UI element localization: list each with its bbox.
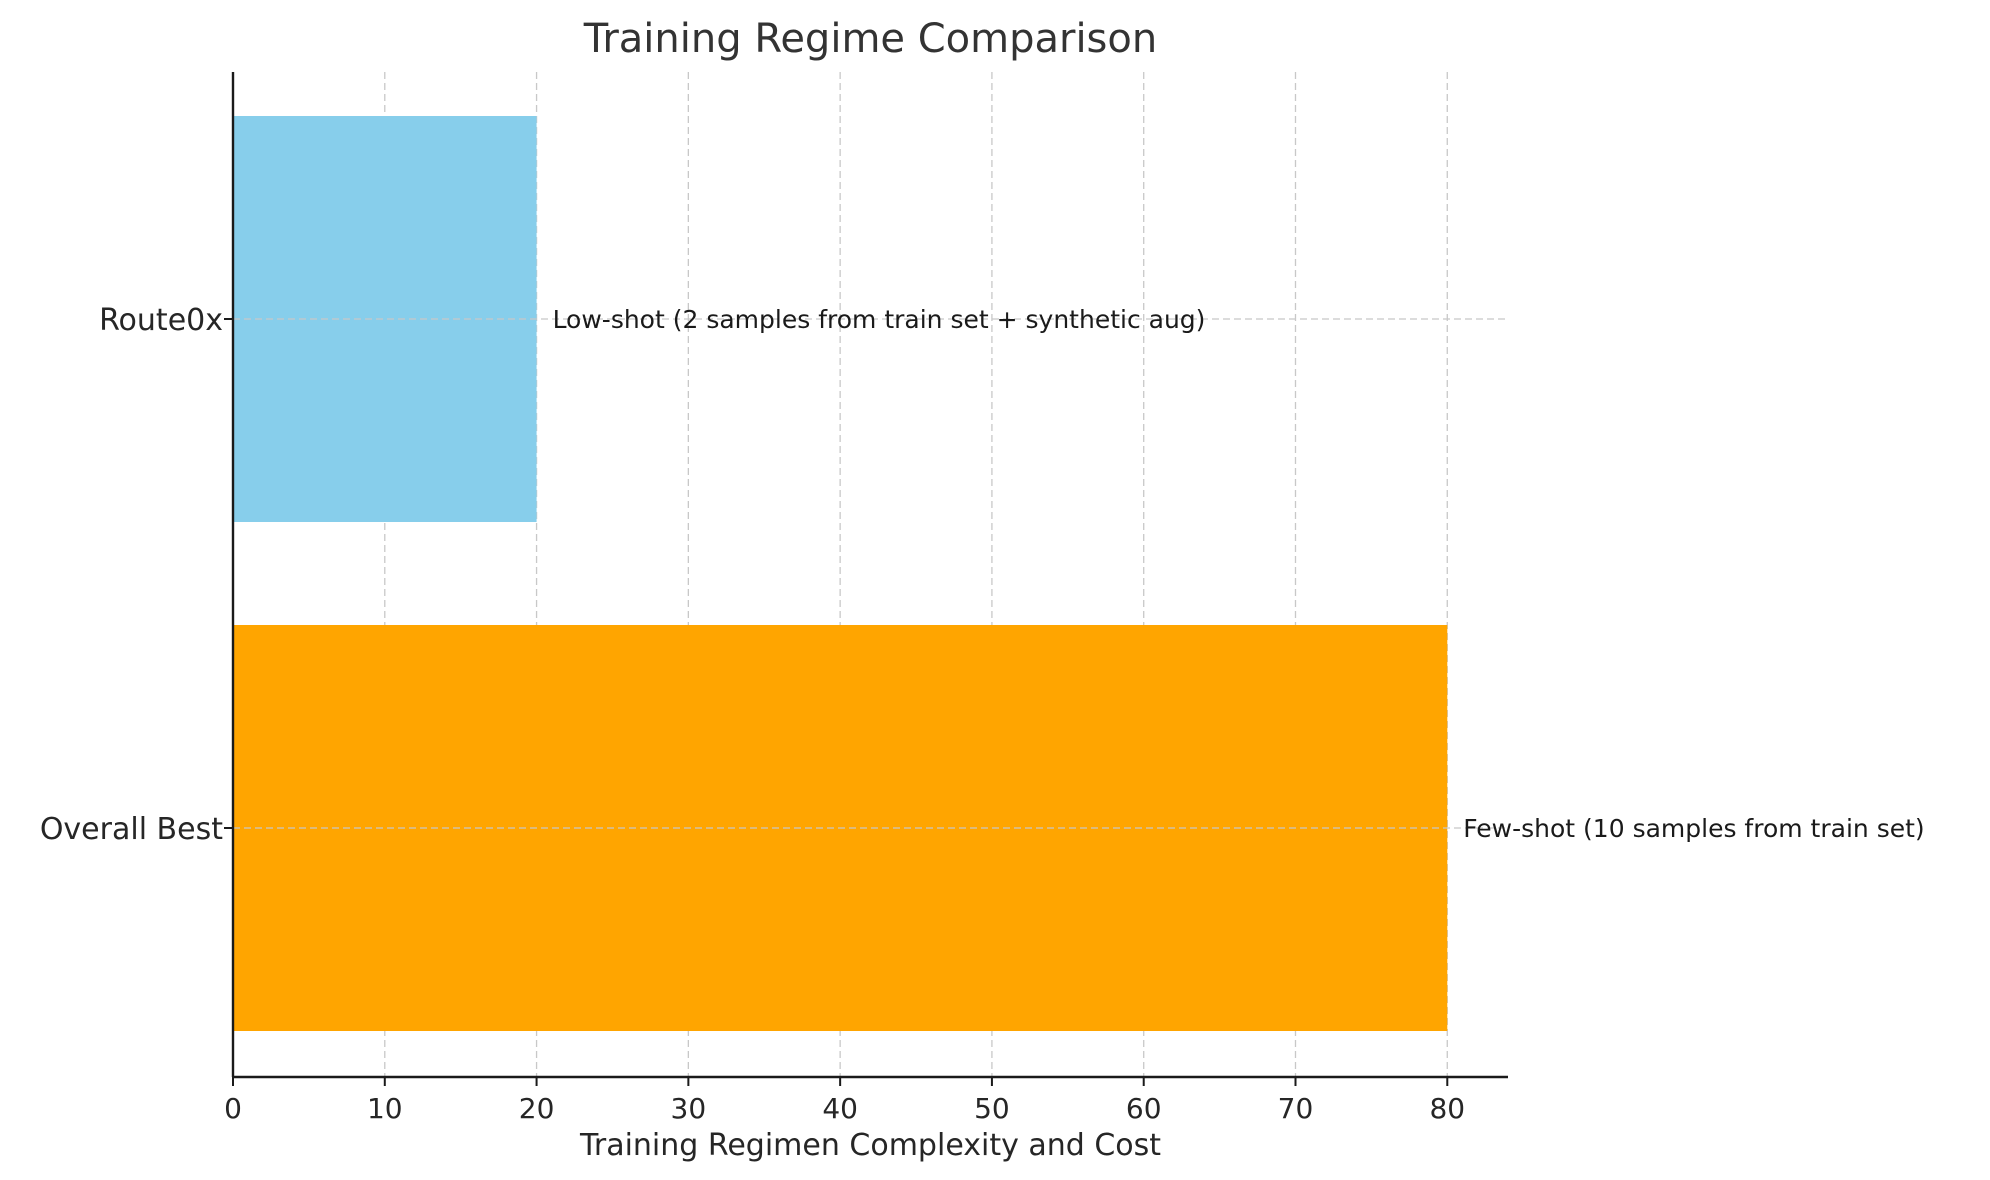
x-tick-label-60: 60 (1126, 1092, 1162, 1125)
x-tick-label-30: 30 (671, 1092, 707, 1125)
category-label-route0x: Route0x (99, 303, 223, 338)
annotation-1: Few-shot (10 samples from train set) (1463, 814, 1924, 843)
x-tick-label-80: 80 (1429, 1092, 1465, 1125)
x-tick-label-0: 0 (224, 1092, 242, 1125)
annotation-0: Low-shot (2 samples from train set + syn… (553, 305, 1206, 334)
label-layer: Low-shot (2 samples from train set + syn… (553, 305, 1925, 843)
x-tick-label-10: 10 (367, 1092, 403, 1125)
tick-layer: 0 10 20 30 40 50 60 70 80 Route0x Overall Best (40, 303, 1465, 1125)
x-axis-label: Training Regimen Complexity and Cost (579, 1128, 1161, 1163)
category-label-overall-best: Overall Best (40, 812, 223, 847)
x-tick-label-20: 20 (519, 1092, 555, 1125)
x-tick-label-70: 70 (1278, 1092, 1314, 1125)
chart-title: Training Regime Comparison (583, 16, 1157, 62)
x-tick-label-40: 40 (822, 1092, 858, 1125)
x-tick-label-50: 50 (974, 1092, 1010, 1125)
